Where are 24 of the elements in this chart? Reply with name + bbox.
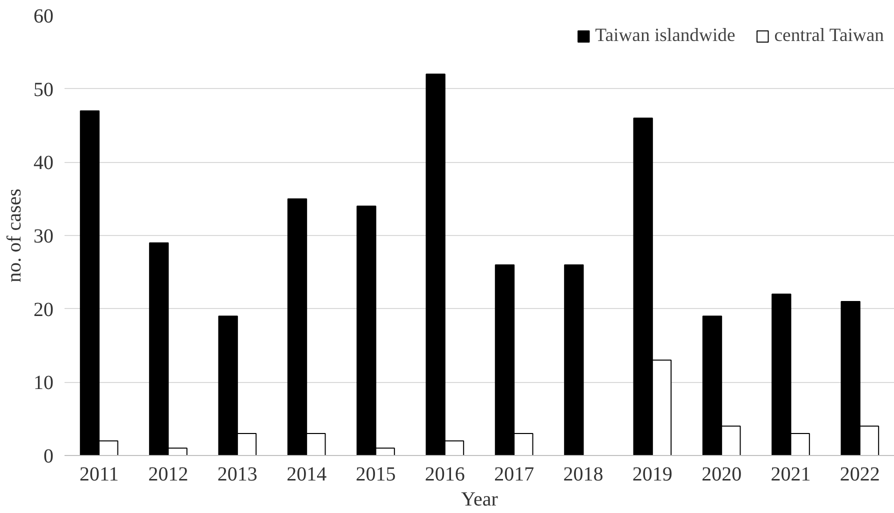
x-tick-label: 2017	[494, 464, 534, 486]
y-tick-label: 60	[34, 6, 54, 28]
bar	[564, 264, 584, 456]
x-tick-label: 2022	[840, 464, 880, 486]
y-tick-label: 20	[34, 298, 54, 321]
x-axis-title: Year	[461, 488, 498, 510]
x-tick-label: 2020	[702, 464, 742, 486]
legend-label: central Taiwan	[774, 25, 884, 47]
x-tick-label: 2015	[356, 464, 396, 486]
y-tick-label: 50	[34, 78, 54, 101]
x-tick-label: 2014	[286, 464, 327, 486]
x-tick-label: 2013	[217, 464, 258, 486]
y-tick-label: 30	[34, 226, 54, 248]
x-tick-label: 2011	[79, 464, 119, 486]
y-tick-label: 10	[34, 372, 54, 394]
legend-label: Taiwan islandwide	[595, 25, 736, 47]
x-tick-label: 2016	[424, 464, 465, 486]
x-tick-label: 2012	[148, 464, 188, 486]
x-tick-label: 2018	[563, 464, 604, 486]
y-axis-title: no. of cases	[4, 188, 26, 282]
y-tick-label: 40	[34, 152, 54, 174]
y-tick-label: 0	[44, 446, 54, 468]
x-tick-label: 2019	[632, 464, 672, 486]
x-tick-label: 2021	[770, 464, 811, 486]
